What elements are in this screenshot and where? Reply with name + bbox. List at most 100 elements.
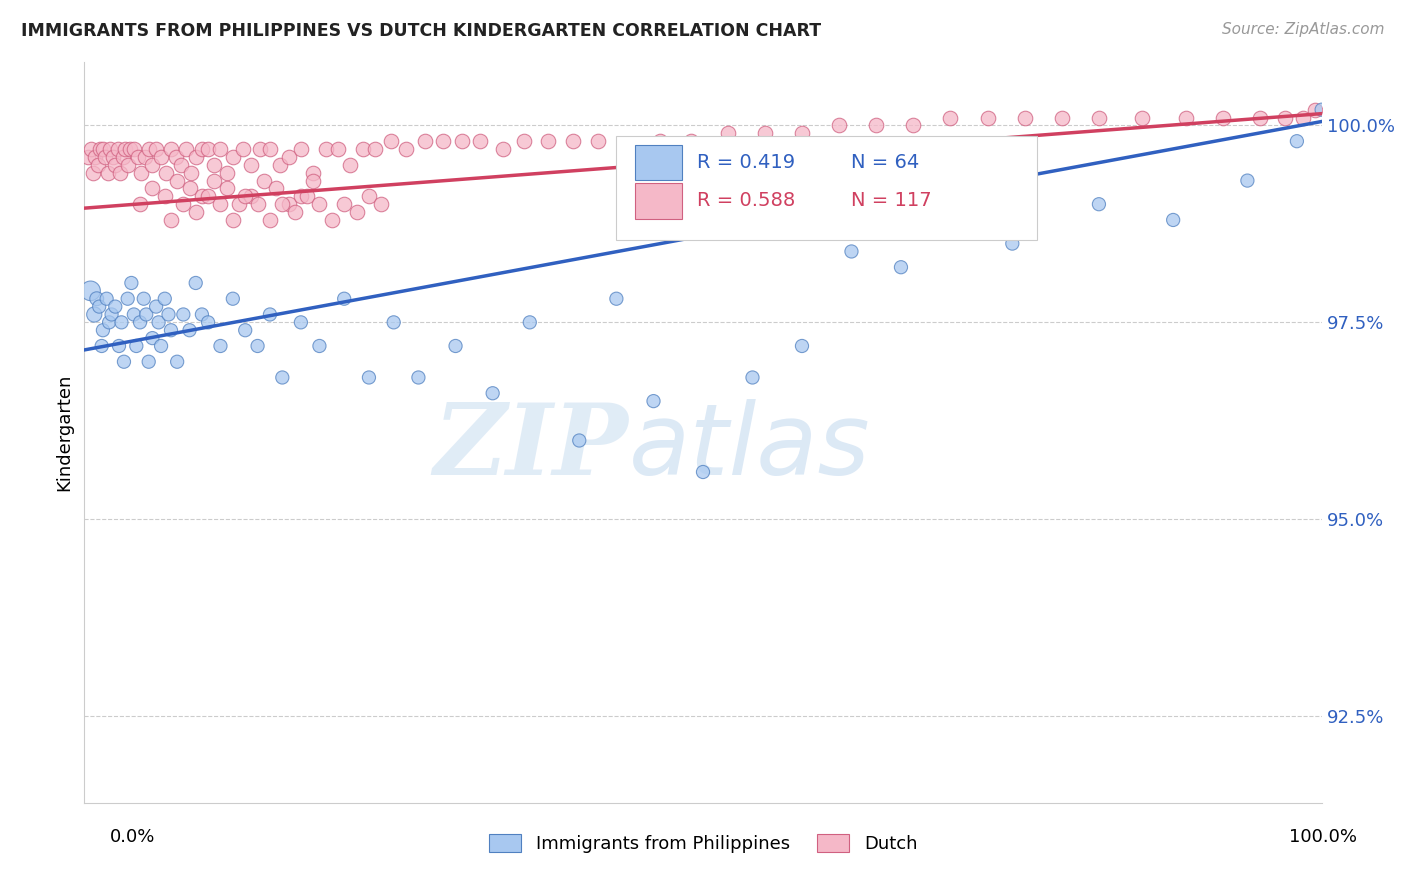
Point xyxy=(172,197,194,211)
FancyBboxPatch shape xyxy=(616,136,1038,240)
Text: N = 64: N = 64 xyxy=(852,153,920,172)
Text: 100.0%: 100.0% xyxy=(1289,828,1357,846)
Point xyxy=(97,166,120,180)
Point xyxy=(939,111,962,125)
Point xyxy=(290,142,312,156)
Point xyxy=(1285,134,1308,148)
Bar xyxy=(636,145,682,180)
Point xyxy=(91,323,114,337)
Point xyxy=(302,166,325,180)
Point xyxy=(184,205,207,219)
Point xyxy=(537,134,560,148)
Point xyxy=(828,119,851,133)
Point xyxy=(141,331,163,345)
Point xyxy=(269,158,291,172)
Point xyxy=(512,134,534,148)
Point xyxy=(108,339,131,353)
Point xyxy=(302,173,325,187)
Point xyxy=(98,315,121,329)
Point xyxy=(271,197,294,211)
Point xyxy=(83,308,105,322)
Point xyxy=(717,126,740,140)
Bar xyxy=(636,183,682,219)
Point xyxy=(308,197,330,211)
Point xyxy=(179,323,201,337)
Point xyxy=(127,150,149,164)
Point xyxy=(79,142,101,156)
Point xyxy=(741,370,763,384)
Point xyxy=(692,465,714,479)
Point xyxy=(125,339,148,353)
Point xyxy=(326,142,349,156)
Point xyxy=(586,134,609,148)
Point xyxy=(290,315,312,329)
Point xyxy=(197,142,219,156)
Point xyxy=(271,370,294,384)
Point xyxy=(111,150,134,164)
Point xyxy=(1088,111,1111,125)
Point xyxy=(277,197,299,211)
Point xyxy=(222,213,245,227)
Point xyxy=(1212,111,1234,125)
Point xyxy=(370,197,392,211)
Point xyxy=(249,142,271,156)
Point xyxy=(408,370,430,384)
Point xyxy=(1292,111,1315,125)
Point xyxy=(240,158,263,172)
Legend: Immigrants from Philippines, Dutch: Immigrants from Philippines, Dutch xyxy=(481,827,925,861)
Point xyxy=(209,142,232,156)
Point xyxy=(481,386,503,401)
Point xyxy=(117,158,139,172)
Point xyxy=(1274,111,1296,125)
Point xyxy=(470,134,492,148)
Point xyxy=(605,292,627,306)
Point xyxy=(1236,173,1258,187)
Point xyxy=(90,339,112,353)
Point xyxy=(141,158,163,172)
Point xyxy=(617,142,640,156)
Point xyxy=(1050,111,1073,125)
Point xyxy=(138,142,160,156)
Point xyxy=(153,189,176,203)
Point xyxy=(134,150,156,164)
Point xyxy=(191,189,214,203)
Y-axis label: Kindergarten: Kindergarten xyxy=(55,374,73,491)
Point xyxy=(432,134,454,148)
Point xyxy=(153,292,176,306)
Point xyxy=(1310,103,1333,117)
Point xyxy=(1088,197,1111,211)
Point xyxy=(215,181,238,195)
Point xyxy=(180,166,202,180)
Point xyxy=(170,158,193,172)
Point xyxy=(160,142,183,156)
Point xyxy=(150,339,173,353)
Point xyxy=(259,308,281,322)
Point xyxy=(165,150,187,164)
Point xyxy=(150,150,173,164)
Point xyxy=(129,315,152,329)
Point xyxy=(754,126,776,140)
Point xyxy=(939,213,962,227)
Point xyxy=(191,308,214,322)
Point xyxy=(138,355,160,369)
Point xyxy=(790,339,813,353)
Point xyxy=(339,158,361,172)
Point xyxy=(841,244,863,259)
Point xyxy=(101,150,124,164)
Point xyxy=(197,189,219,203)
Point xyxy=(277,150,299,164)
Text: N = 117: N = 117 xyxy=(852,192,932,211)
Point xyxy=(333,197,356,211)
Point xyxy=(568,434,591,448)
Point xyxy=(290,189,312,203)
Point xyxy=(82,166,104,180)
Point xyxy=(202,173,225,187)
Text: atlas: atlas xyxy=(628,399,870,496)
Point xyxy=(172,308,194,322)
Text: 0.0%: 0.0% xyxy=(110,828,155,846)
Point xyxy=(91,142,114,156)
Point xyxy=(1130,111,1153,125)
Point xyxy=(104,300,127,314)
Point xyxy=(145,300,167,314)
Text: R = 0.588: R = 0.588 xyxy=(697,192,794,211)
